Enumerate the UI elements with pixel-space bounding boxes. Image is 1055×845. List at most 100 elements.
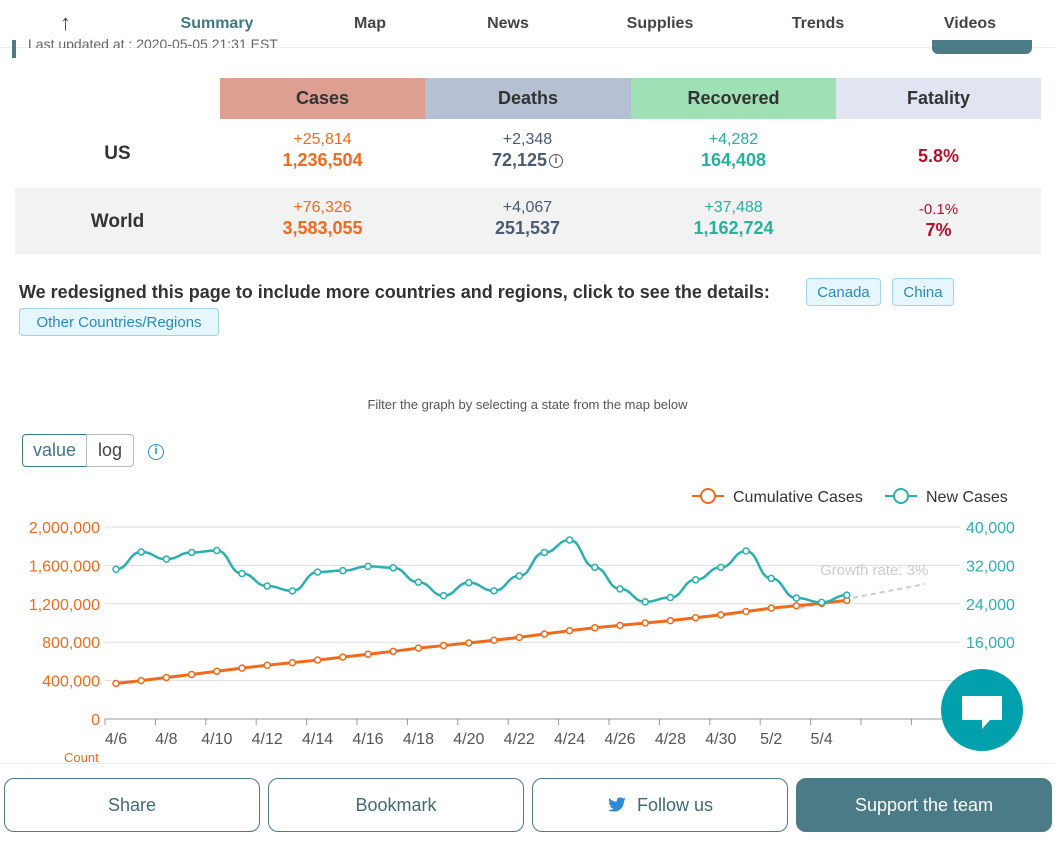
- x-tick-label: 4/14: [302, 731, 333, 748]
- support-button[interactable]: Support the team: [796, 778, 1052, 832]
- new-cases-point: [364, 562, 372, 571]
- growth-rate-annotation: Growth rate: 3%: [820, 562, 928, 579]
- cumulative-cases-point: [389, 647, 397, 656]
- legend-label: Cumulative Cases: [733, 489, 863, 506]
- cumulative-cases-point: [565, 626, 574, 635]
- new-cases-point: [465, 578, 473, 587]
- y-left-tick-label: 800,000: [42, 635, 100, 652]
- link-china[interactable]: China: [892, 278, 954, 306]
- chart-info-icon[interactable]: i: [148, 444, 164, 460]
- new-cases-point: [439, 591, 448, 600]
- new-cases-point: [490, 587, 498, 595]
- cumulative-cases-point: [112, 679, 120, 688]
- back-to-top-icon[interactable]: ↑: [60, 10, 71, 35]
- world-cases-total: 3,583,055: [282, 218, 363, 238]
- info-icon[interactable]: i: [549, 154, 564, 169]
- world-deaths: +4,067 251,537: [425, 199, 630, 239]
- new-cases-point: [540, 548, 549, 557]
- redesign-message: We redesigned this page to include more …: [19, 282, 770, 302]
- header-deaths: Deaths: [425, 78, 631, 119]
- row-label-world: World: [90, 211, 145, 232]
- world-deaths-delta: +4,067: [502, 199, 553, 216]
- cumulative-cases-point: [717, 611, 725, 619]
- tab-news[interactable]: News: [487, 15, 529, 32]
- new-cases-point: [591, 563, 599, 572]
- cumulative-cases-point: [742, 607, 750, 616]
- last-updated-text: Last updated at : 2020-05-05 21:31 EST: [28, 36, 278, 48]
- cumulative-cases-point: [414, 644, 423, 652]
- share-button[interactable]: Share: [4, 778, 260, 832]
- tab-trends[interactable]: Trends: [791, 15, 845, 32]
- cumulative-cases-point: [313, 656, 322, 664]
- world-recovered-total: 1,162,724: [693, 218, 774, 238]
- cumulative-cases-point: [238, 664, 246, 672]
- world-fatality-value: 7%: [925, 220, 952, 240]
- y-right-tick-label: 40,000: [966, 520, 1015, 537]
- cumulative-cases-point: [792, 601, 801, 610]
- cumulative-cases-point: [263, 661, 271, 669]
- x-tick-label: 4/10: [201, 731, 232, 748]
- new-cases-point: [112, 565, 120, 573]
- tab-summary[interactable]: Summary: [180, 15, 254, 32]
- follow-us-label: Follow us: [636, 794, 714, 815]
- us-cases-total: 1,236,504: [282, 150, 363, 170]
- bookmark-button[interactable]: Bookmark: [268, 778, 524, 832]
- tab-supplies[interactable]: Supplies: [626, 15, 694, 32]
- us-recovered-total: 164,408: [700, 150, 767, 170]
- x-tick-label: 4/16: [352, 731, 383, 748]
- cumulative-cases-point: [339, 653, 347, 661]
- y-left-tick-label: 1,600,000: [29, 558, 100, 575]
- new-cases-point: [389, 564, 397, 572]
- x-tick-label: 4/12: [252, 731, 283, 748]
- x-tick-label: 4/26: [604, 731, 635, 748]
- tab-videos[interactable]: Videos: [943, 15, 997, 32]
- cumulative-cases-point: [439, 641, 448, 650]
- us-cases-delta: +25,814: [293, 131, 352, 148]
- x-tick-label: 5/2: [760, 731, 782, 748]
- us-deaths-total: 72,125: [491, 150, 548, 170]
- us-cases: +25,814 1,236,504: [220, 131, 425, 171]
- new-cases-point: [313, 568, 322, 576]
- updated-marker: [12, 40, 16, 58]
- cumulative-cases-point: [288, 658, 297, 667]
- filter-note: Filter the graph by selecting a state fr…: [367, 397, 688, 412]
- new-cases-point: [742, 547, 750, 555]
- cumulative-cases-point: [767, 604, 775, 612]
- new-cases-point: [691, 576, 700, 584]
- cumulative-cases-point: [540, 630, 549, 638]
- new-cases-point: [817, 598, 826, 607]
- scale-log-button[interactable]: log: [86, 434, 134, 467]
- updated-action-button[interactable]: [932, 40, 1032, 54]
- link-canada[interactable]: Canada: [806, 278, 881, 306]
- trend-chart: 0 400,000 800,000 1,200,000 1,600,000 2,000,0…: [29, 488, 1015, 763]
- link-other-countries[interactable]: Other Countries/Regions: [19, 308, 219, 336]
- new-cases-point: [515, 572, 523, 580]
- chat-button[interactable]: [941, 669, 1023, 751]
- world-row-background: [15, 188, 1041, 254]
- follow-us-button[interactable]: Follow us: [532, 778, 788, 832]
- x-tick-label: 4/20: [453, 731, 484, 748]
- world-deaths-total: 251,537: [494, 218, 561, 238]
- cumulative-cases-point: [641, 619, 649, 627]
- us-fatality-value: 5.8%: [917, 146, 960, 166]
- scale-value-button[interactable]: value: [22, 434, 87, 467]
- y-left-tick-label: 2,000,000: [29, 520, 100, 537]
- new-cases-point: [213, 546, 221, 555]
- header-fatality: Fatality: [836, 78, 1041, 119]
- us-recovered: +4,282 164,408: [631, 131, 836, 171]
- legend-marker: [700, 488, 716, 504]
- tab-map[interactable]: Map: [354, 15, 386, 32]
- x-tick-label: 4/22: [504, 731, 535, 748]
- new-cases-point: [238, 569, 246, 578]
- x-tick-label: 4/24: [554, 731, 585, 748]
- cumulative-cases-point: [616, 621, 624, 630]
- y-right-tick-label: 32,000: [966, 558, 1015, 575]
- new-cases-point: [717, 563, 725, 572]
- world-recovered-delta: +37,488: [704, 199, 763, 216]
- header-cases: Cases: [220, 78, 425, 119]
- new-cases-point: [263, 582, 271, 590]
- cumulative-cases-point: [187, 670, 196, 679]
- us-fatality: 5.8%: [836, 145, 1041, 167]
- new-cases-point: [666, 593, 675, 602]
- cumulative-cases-point: [465, 639, 473, 647]
